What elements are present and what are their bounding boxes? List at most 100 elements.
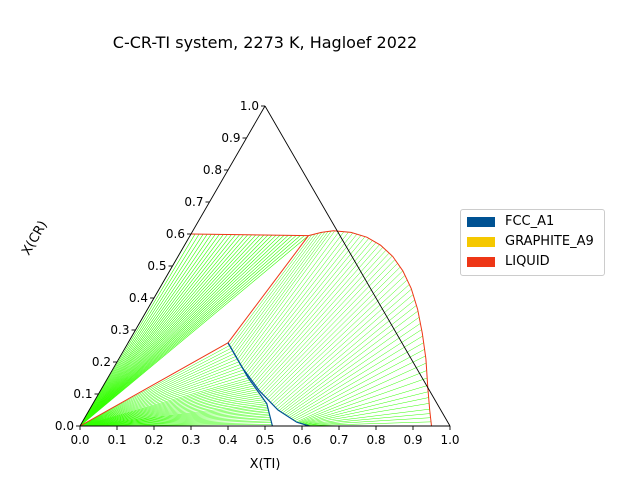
- tie-line-c-liq: [79, 234, 224, 427]
- tie-line-c-liq: [79, 234, 257, 427]
- tie-line-c-fcc: [79, 375, 247, 427]
- y-tick-label: 0.2: [92, 355, 111, 369]
- tie-line-c-liq: [79, 235, 289, 427]
- tie-line-c-fcc: [79, 399, 265, 427]
- tie-line-c-liq: [79, 234, 252, 427]
- tie-line-c-liq: [79, 234, 273, 427]
- tie-line-liq-fcc: [307, 417, 431, 426]
- tie-line-c-fcc: [79, 350, 233, 427]
- chart-title: C-CR-TI system, 2273 K, Hagloef 2022: [112, 33, 418, 52]
- tie-line-liq-fcc: [241, 231, 345, 367]
- tie-line-c-fcc: [79, 408, 269, 427]
- tie-line-c-liq: [79, 233, 196, 427]
- liquid-fcc-edge: [227, 235, 309, 344]
- legend-label-fcc: FCC_A1: [505, 214, 555, 229]
- y-tick-label: 0.1: [73, 387, 92, 401]
- x-tick-label: 0.7: [329, 433, 348, 447]
- axis-right: [264, 105, 451, 427]
- tie-line-c-fcc: [79, 422, 272, 427]
- tie-line-c-liq: [79, 235, 285, 427]
- tie-line-c-fcc: [79, 393, 260, 427]
- legend-item-fcc: FCC_A1: [467, 213, 554, 231]
- legend-label-graphite: GRAPHITE_A9: [505, 234, 594, 249]
- tie-line-c-fcc: [79, 413, 270, 427]
- tie-line-liq-fcc: [252, 240, 373, 382]
- tie-line-c-fcc: [79, 387, 256, 427]
- tie-line-liq-fcc: [236, 231, 329, 358]
- y-tick-label: 0.7: [184, 195, 203, 209]
- tie-line-liq-fcc: [300, 385, 428, 424]
- tie-line-c-fcc: [79, 361, 240, 427]
- tie-line-c-liq: [79, 235, 293, 427]
- tie-line-liq-fcc: [256, 247, 384, 388]
- liquid-diagonal: [79, 342, 229, 427]
- tie-line-c-liq: [79, 234, 216, 427]
- tie-line-c-liq: [79, 234, 281, 427]
- tie-line-c-fcc: [79, 395, 262, 427]
- tie-line-c-liq: [79, 234, 244, 427]
- phase-boundaries: [79, 230, 432, 427]
- tie-line-liq-fcc: [258, 250, 387, 390]
- tie-line-c-fcc: [79, 389, 257, 427]
- y-tick-label: 0.4: [129, 291, 148, 305]
- tie-line-liq-fcc: [242, 232, 349, 369]
- tie-line-c-fcc: [79, 420, 272, 427]
- tie-line-liq-fcc: [238, 230, 335, 362]
- x-tick-label: 0.6: [292, 433, 311, 447]
- tie-line-c-fcc: [79, 372, 246, 427]
- tie-line-liq-fcc: [298, 377, 428, 424]
- tie-line-c-liq: [79, 234, 232, 427]
- tie-line-liq-fcc: [285, 323, 421, 416]
- tie-line-c-fcc: [79, 417, 271, 427]
- tie-line-liq-fcc: [247, 235, 362, 376]
- legend-item-liquid: LIQUID: [467, 253, 550, 271]
- x-tick-label: 0.5: [255, 433, 274, 447]
- tie-line-c-liq: [79, 234, 240, 427]
- y-tick-label: 0.0: [55, 419, 74, 433]
- liquid-boundary: [308, 230, 432, 427]
- tie-line-c-fcc: [79, 347, 232, 427]
- tie-line-c-fcc: [79, 405, 268, 427]
- tie-line-liq-fcc: [266, 266, 401, 399]
- tie-line-liq-fcc: [253, 242, 377, 384]
- tie-line-c-fcc: [79, 403, 267, 427]
- tie-line-c-liq: [79, 234, 204, 427]
- tie-line-liq-fcc: [270, 275, 406, 403]
- tie-line-c-fcc: [79, 364, 241, 427]
- tie-line-c-liq: [79, 234, 277, 427]
- tie-line-c-liq: [79, 235, 301, 427]
- tie-line-liq-fcc: [287, 329, 422, 417]
- fcc-boundary-lower: [227, 342, 273, 427]
- tie-line-liq-fcc: [233, 232, 323, 353]
- tie-line-liq-fcc: [303, 403, 430, 425]
- tie-line-liq-fcc: [297, 370, 427, 423]
- tie-line-liq-fcc: [304, 408, 430, 425]
- y-axis-label: X(CR): [19, 218, 51, 258]
- tie-line-liq-fcc: [289, 335, 423, 418]
- tie-line-liq-fcc: [259, 252, 390, 392]
- tie-line-c-fcc: [79, 401, 266, 427]
- tie-line-liq-fcc: [277, 294, 414, 410]
- legend: FCC_A1 GRAPHITE_A9 LIQUID: [460, 209, 605, 276]
- tie-line-c-fcc: [79, 369, 244, 427]
- tie-line-liq-fcc: [249, 236, 366, 378]
- tie-line-c-fcc: [79, 345, 230, 427]
- tie-line-c-fcc: [79, 397, 263, 427]
- tie-line-liq-fcc: [245, 234, 358, 374]
- tie-line-c-liq: [79, 233, 200, 427]
- y-tick-label: 0.3: [110, 323, 129, 337]
- tie-line-c-liq: [79, 234, 208, 427]
- tie-line-c-fcc: [79, 418, 271, 427]
- tie-line-liq-fcc: [250, 238, 369, 380]
- y-tick-label: 0.9: [221, 131, 240, 145]
- legend-swatch-fcc: [467, 217, 495, 227]
- tie-line-c-liq: [79, 235, 297, 427]
- tie-line-c-liq: [79, 234, 265, 427]
- legend-item-graphite: GRAPHITE_A9: [467, 233, 594, 251]
- tie-line-c-liq: [79, 234, 248, 427]
- tie-line-liq-fcc: [244, 232, 353, 372]
- tie-line-liq-fcc: [278, 299, 415, 411]
- tie-line-liq-fcc: [291, 342, 424, 419]
- x-tick-label: 0.1: [107, 433, 126, 447]
